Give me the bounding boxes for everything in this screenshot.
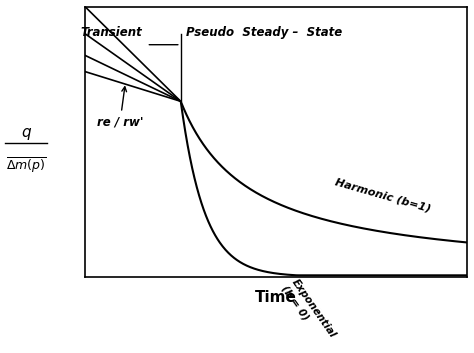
Text: re / rw': re / rw' <box>97 87 143 128</box>
Text: Harmonic (b=1): Harmonic (b=1) <box>333 177 431 214</box>
Text: $\overline{\Delta m(p)}$: $\overline{\Delta m(p)}$ <box>6 155 46 175</box>
X-axis label: Time: Time <box>255 290 297 305</box>
Text: Pseudo  Steady –  State: Pseudo Steady – State <box>186 26 343 39</box>
Text: Transient: Transient <box>81 26 143 39</box>
Text: $q$: $q$ <box>20 126 32 142</box>
Text: Exponential
(b = 0): Exponential (b = 0) <box>280 277 337 346</box>
